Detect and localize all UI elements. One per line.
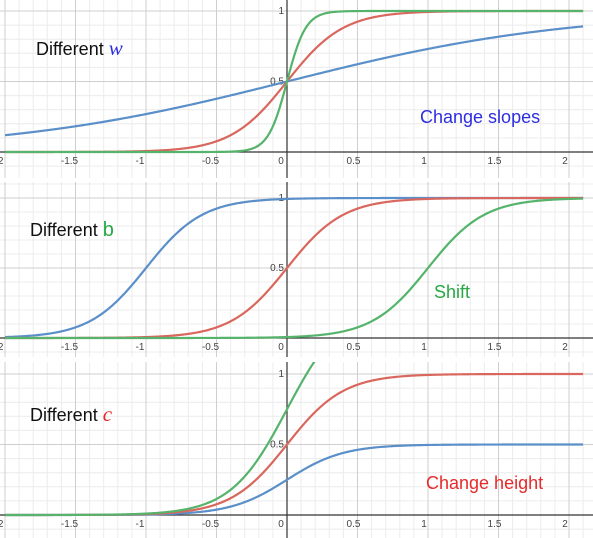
x-tick-label: -2 xyxy=(0,342,4,353)
panel-note: Change slopes xyxy=(420,107,541,127)
y-tick-label: 1 xyxy=(278,6,284,17)
x-tick-label: 0.5 xyxy=(347,342,361,353)
annotation-prefix: Different xyxy=(36,39,109,59)
y-tick-label: 0.5 xyxy=(270,440,284,451)
x-tick-label: -1.5 xyxy=(61,156,79,167)
curves xyxy=(4,196,584,340)
x-tick-label: -0.5 xyxy=(202,519,220,530)
panel-note: Shift xyxy=(434,282,471,302)
panel-annotation: Different b xyxy=(30,220,114,240)
annotation-variable: b xyxy=(102,219,114,241)
x-tick-label: -1.5 xyxy=(61,342,79,353)
x-tick-label: -1.5 xyxy=(61,519,79,530)
x-tick-label: 2 xyxy=(562,342,568,353)
x-tick-label: 0 xyxy=(278,156,284,167)
grid xyxy=(0,0,593,178)
panel-separator xyxy=(0,357,593,362)
x-tick-label: -2 xyxy=(0,156,4,167)
x-tick-label: 0 xyxy=(278,519,284,530)
panel-separator xyxy=(0,178,593,182)
x-tick-label: -1 xyxy=(136,519,145,530)
annotation-variable: w xyxy=(108,36,123,60)
y-tick-label: 0.5 xyxy=(270,77,284,88)
x-tick-label: -2 xyxy=(0,519,4,530)
series-line-green xyxy=(5,362,316,517)
x-tick-label: 1.5 xyxy=(488,342,502,353)
panel-annotation: Different c xyxy=(30,404,112,425)
x-tick-label: 0 xyxy=(278,342,284,353)
grid xyxy=(0,182,593,357)
x-tick-label: 1 xyxy=(421,342,427,353)
annotation-variable: c xyxy=(102,402,113,426)
x-tick-label: 0.5 xyxy=(347,519,361,530)
series-line-green xyxy=(5,197,584,340)
x-tick-label: 1 xyxy=(421,519,427,530)
grid xyxy=(0,362,593,538)
x-tick-label: 1 xyxy=(421,156,427,167)
x-tick-label: 1.5 xyxy=(488,519,502,530)
x-tick-label: 1.5 xyxy=(488,156,502,167)
chart-panel-3: -2 -1.5 -1 -0.5 0 0.5 1 1.5 2 0.5 1 xyxy=(0,362,593,538)
x-tick-label: -1 xyxy=(136,156,145,167)
x-tick-label: -0.5 xyxy=(202,156,220,167)
x-tick-label: 2 xyxy=(562,519,568,530)
panel-note: Change height xyxy=(426,473,544,493)
curves xyxy=(5,362,584,517)
x-tick-label: 0.5 xyxy=(347,156,361,167)
y-tick-label: 1 xyxy=(278,369,284,380)
y-tick-label: 0.5 xyxy=(270,263,284,274)
x-tick-label: 2 xyxy=(562,156,568,167)
series-line-blue xyxy=(4,25,584,137)
chart-panel-1: -2 -1.5 -1 -0.5 0 0.5 1 1.5 2 0.5 1 xyxy=(0,0,593,178)
series-line-green xyxy=(5,9,584,154)
x-tick-label: -0.5 xyxy=(202,342,220,353)
x-tick-label: -1 xyxy=(136,342,145,353)
annotation-prefix: Different xyxy=(30,405,103,425)
annotation-prefix: Different xyxy=(30,220,103,240)
chart-panel-2: -2-1.5-1-0.500.511.520.51 xyxy=(0,182,593,357)
curves xyxy=(4,9,584,154)
panel-annotation: Different w xyxy=(36,38,123,59)
